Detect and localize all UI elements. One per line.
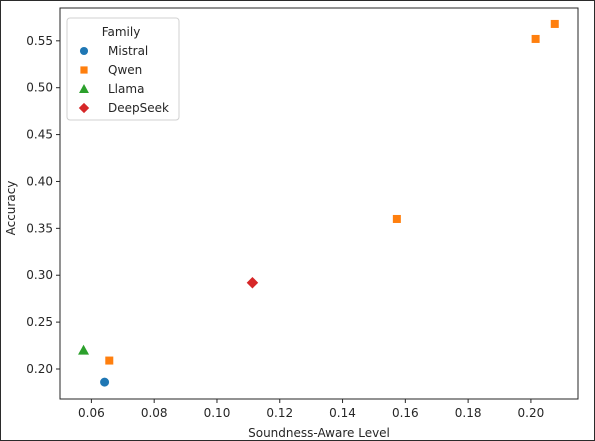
x-tick-label: 0.12: [266, 406, 293, 420]
legend-label-deepseek: DeepSeek: [108, 101, 169, 115]
data-point-qwen: [105, 356, 114, 365]
y-axis-ticks: 0.20 0.25 0.30 0.35 0.40 0.45 0.50 0.55: [26, 34, 60, 376]
y-tick-label: 0.20: [26, 362, 53, 376]
y-tick-label: 0.25: [26, 315, 53, 329]
x-tick-label: 0.18: [455, 406, 482, 420]
y-axis-label: Accuracy: [4, 181, 18, 236]
legend-title: Family: [102, 25, 141, 39]
y-tick-label: 0.35: [26, 221, 53, 235]
data-point-qwen: [531, 34, 540, 43]
legend-label-mistral: Mistral: [108, 44, 148, 58]
legend-entries: Mistral Qwen Llama DeepSeek: [78, 44, 169, 115]
x-axis-label: Soundness-Aware Level: [248, 426, 390, 440]
data-point-mistral: [100, 377, 110, 387]
legend-label-qwen: Qwen: [108, 63, 142, 77]
legend-box: [66, 17, 180, 121]
y-tick-label: 0.55: [26, 34, 53, 48]
data-point-llama: [78, 344, 90, 355]
x-tick-label: 0.14: [329, 406, 356, 420]
y-tick-label: 0.40: [26, 174, 53, 188]
legend-marker-mistral: [79, 46, 89, 56]
legend-marker-deepseek: [78, 102, 90, 114]
x-tick-label: 0.08: [141, 406, 168, 420]
y-tick-label: 0.50: [26, 81, 53, 95]
legend-label-llama: Llama: [108, 82, 144, 96]
x-tick-label: 0.10: [204, 406, 231, 420]
x-tick-label: 0.20: [518, 406, 545, 420]
x-tick-label: 0.06: [78, 406, 105, 420]
legend-marker-llama: [79, 84, 89, 93]
y-tick-label: 0.30: [26, 268, 53, 282]
legend-marker-qwen: [80, 66, 88, 74]
legend: Family Mistral Qwen Llama DeepSeek: [66, 17, 180, 121]
data-point-deepseek: [246, 276, 259, 289]
x-tick-label: 0.16: [392, 406, 419, 420]
x-axis-ticks: 0.06 0.08 0.10 0.12 0.14 0.16 0.18 0.20: [78, 399, 544, 420]
data-point-qwen: [550, 19, 559, 28]
y-tick-label: 0.45: [26, 128, 53, 142]
data-points: [78, 19, 559, 387]
data-point-qwen: [392, 214, 401, 223]
